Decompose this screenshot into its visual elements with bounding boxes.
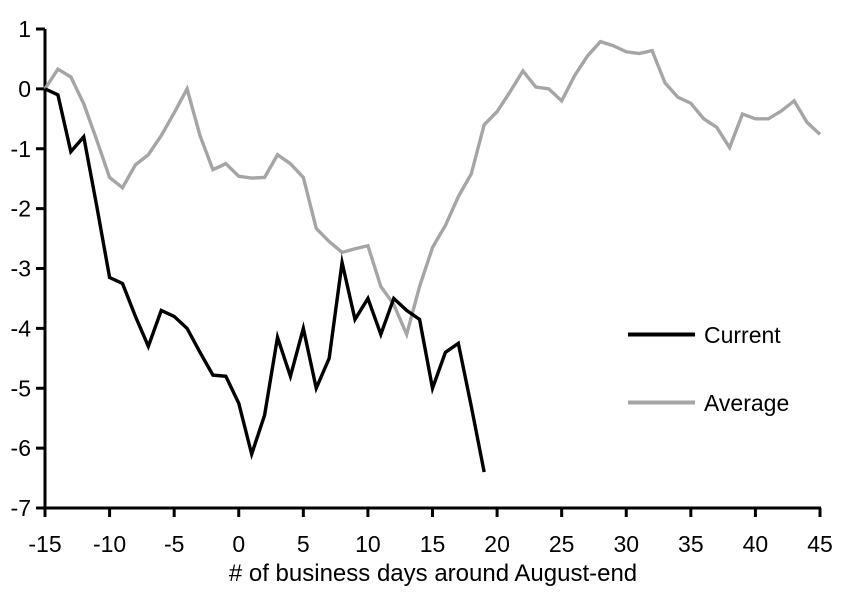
plot-series	[43, 39, 822, 473]
x-tick-label: 5	[297, 531, 310, 557]
series-current-line	[44, 87, 486, 473]
x-tick-label: 20	[484, 531, 510, 557]
x-tick-label: 40	[743, 531, 769, 557]
x-tick-label: 45	[807, 531, 833, 557]
x-tick-label: 35	[678, 531, 704, 557]
series-average-line	[43, 39, 822, 340]
axes: 10-1-2-3-4-5-6-7-15 -10 -5 0 5 10 15 20 25 30 35 40…	[11, 16, 833, 557]
x-tick-label: 15	[420, 531, 446, 557]
y-tick-label: -3	[11, 256, 31, 282]
y-tick-label: 0	[18, 76, 31, 102]
legend: Current Average	[628, 322, 789, 416]
y-tick-label: -2	[11, 196, 31, 222]
y-tick-label: -5	[11, 375, 31, 401]
x-tick-label: 0	[232, 531, 245, 557]
x-tick-label: 30	[613, 531, 639, 557]
y-tick-label: 1	[18, 16, 31, 42]
legend-current-label: Current	[704, 322, 781, 348]
y-tick-label: -1	[11, 136, 31, 162]
x-tick-label: -15	[28, 531, 61, 557]
x-tick-label: 25	[549, 531, 575, 557]
x-tick-label: 10	[355, 531, 381, 557]
legend-average-label: Average	[704, 390, 789, 416]
y-tick-label: -4	[11, 315, 32, 341]
x-tick-label: -5	[164, 531, 184, 557]
x-tick-label: -10	[93, 531, 126, 557]
x-axis-title: # of business days around August-end	[229, 560, 637, 587]
y-tick-label: -6	[11, 435, 31, 461]
y-tick-label: -7	[11, 495, 31, 521]
